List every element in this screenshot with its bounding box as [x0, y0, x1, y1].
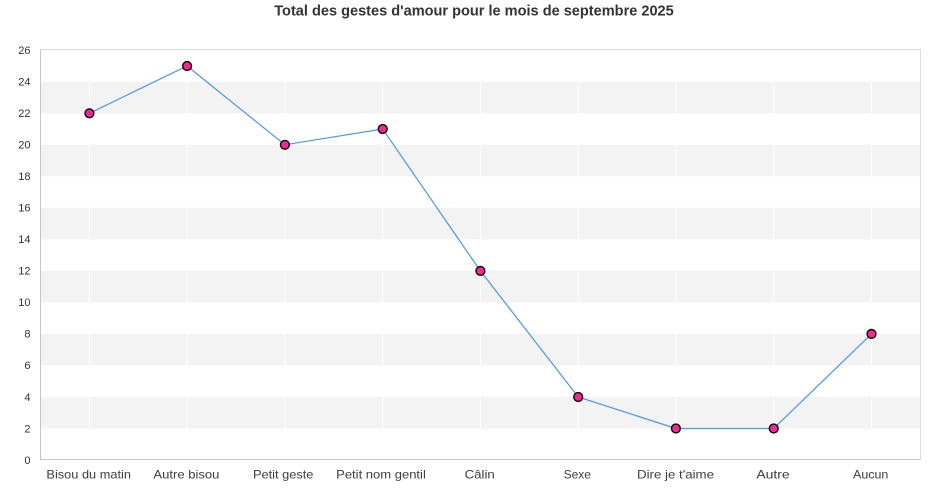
svg-text:16: 16	[18, 203, 30, 215]
svg-text:2: 2	[24, 423, 30, 435]
svg-text:0: 0	[24, 455, 30, 467]
svg-text:24: 24	[18, 77, 30, 89]
svg-text:Câlin: Câlin	[465, 468, 495, 481]
svg-text:Sexe: Sexe	[564, 468, 591, 481]
svg-text:Bisou du matin: Bisou du matin	[46, 468, 131, 481]
svg-text:8: 8	[24, 329, 30, 341]
svg-text:10: 10	[18, 297, 30, 309]
svg-text:Total des gestes d'amour pour: Total des gestes d'amour pour le mois de…	[274, 4, 674, 20]
svg-text:Autre bisou: Autre bisou	[153, 468, 219, 481]
svg-text:18: 18	[18, 171, 30, 183]
svg-text:Petit geste: Petit geste	[253, 468, 313, 481]
svg-text:4: 4	[24, 392, 30, 404]
svg-text:20: 20	[18, 140, 30, 152]
svg-text:Aucun: Aucun	[853, 468, 888, 481]
svg-text:22: 22	[18, 108, 30, 120]
svg-text:26: 26	[18, 45, 30, 57]
svg-text:Petit nom gentil: Petit nom gentil	[336, 468, 426, 481]
svg-text:14: 14	[18, 234, 30, 246]
svg-text:12: 12	[18, 266, 30, 278]
svg-text:Dire je t'aime: Dire je t'aime	[637, 468, 714, 481]
svg-text:6: 6	[24, 360, 30, 372]
svg-text:Autre: Autre	[756, 468, 789, 481]
